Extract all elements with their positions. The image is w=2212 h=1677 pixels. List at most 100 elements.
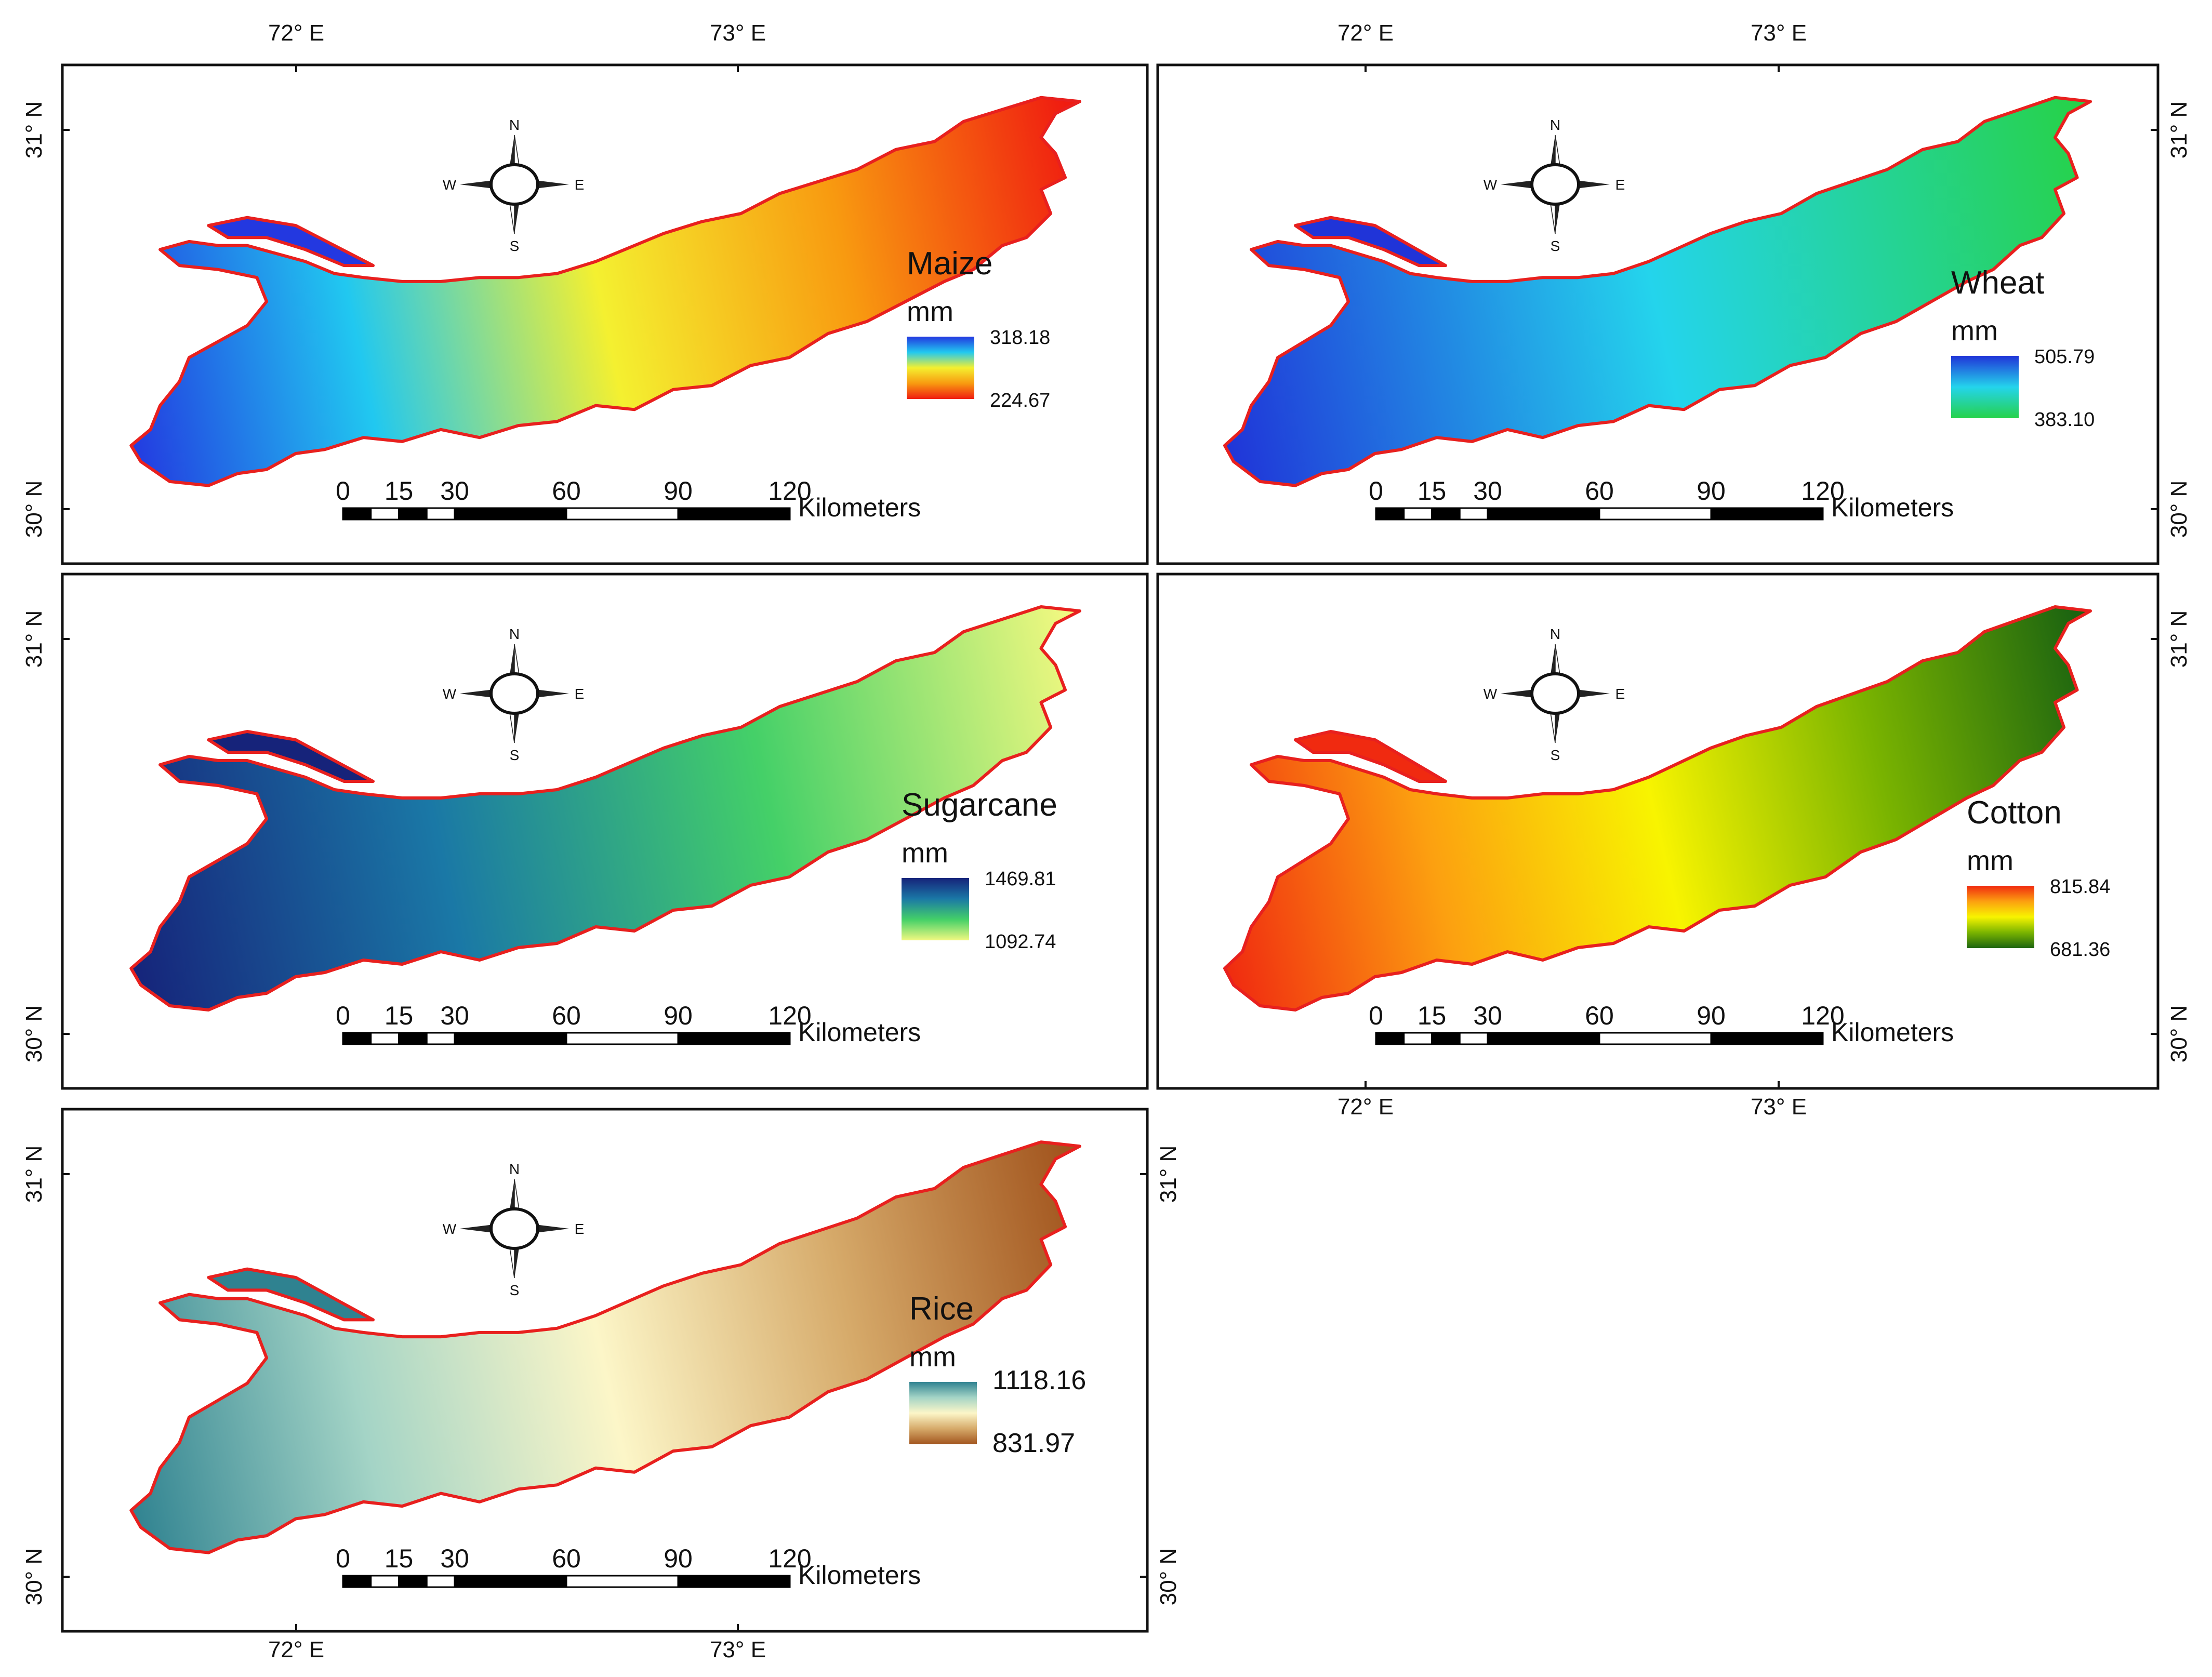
legend-max-value: 1118.16 — [992, 1365, 1086, 1395]
scale-tick-label: 90 — [1697, 1001, 1726, 1030]
compass-east-label: E — [575, 1221, 585, 1237]
compass-south-label: S — [1551, 238, 1560, 254]
legend-title: Wheat — [1951, 265, 2044, 301]
scale-tick-label: 30 — [1473, 1001, 1502, 1030]
legend-unit: mm — [909, 1341, 956, 1373]
compass-north-label: N — [509, 117, 520, 133]
legend-title: Rice — [909, 1291, 974, 1327]
latitude-label: 30° N — [2166, 481, 2192, 538]
compass-east-label: E — [575, 686, 585, 702]
legend-min-value: 383.10 — [2034, 409, 2095, 431]
legend-min-value: 681.36 — [2050, 939, 2110, 961]
scale-tick-label: 60 — [1585, 1001, 1614, 1030]
longitude-label: 73° E — [1751, 20, 1807, 46]
scale-unit-label: Kilometers — [798, 493, 921, 522]
study-region-maize — [129, 96, 1081, 487]
compass-rose: N S W E — [443, 1161, 585, 1298]
compass-rose: N S W E — [443, 117, 585, 254]
region-western-lobe — [1294, 730, 1447, 783]
region-western-lobe — [207, 216, 375, 268]
scale-tick-label: 60 — [1585, 476, 1614, 505]
compass-north-label: N — [509, 626, 520, 642]
latitude-label: 31° N — [2166, 610, 2192, 668]
legend-wheat: Wheat mm 505.79 383.10 — [1951, 265, 2095, 431]
legend-rice: Rice mm 1118.16 831.97 — [909, 1291, 1086, 1458]
scale-tick-label: 30 — [440, 1544, 469, 1573]
legend-min-value: 224.67 — [990, 390, 1050, 411]
scale-tick-label: 60 — [552, 1544, 581, 1573]
legend-min-value: 831.97 — [992, 1428, 1075, 1458]
scale-tick-label: 120 — [768, 1001, 811, 1030]
scale-tick-label: 15 — [1418, 1001, 1447, 1030]
latitude-label: 30° N — [1156, 1548, 1181, 1606]
region-western-lobe — [207, 730, 375, 783]
scale-tick-label: 15 — [385, 1001, 414, 1030]
scale-tick-label: 30 — [1473, 476, 1502, 505]
legend-color-ramp — [907, 337, 974, 399]
scale-tick-label: 120 — [768, 1544, 811, 1573]
compass-south-label: S — [1551, 747, 1560, 763]
scale-tick-label: 60 — [552, 476, 581, 505]
scale-tick-label: 15 — [385, 1544, 414, 1573]
scale-tick-label: 0 — [1369, 476, 1383, 505]
scale-unit-label: Kilometers — [1831, 1018, 1954, 1047]
compass-rose: N S W E — [443, 626, 585, 763]
longitude-label: 72° E — [268, 20, 324, 46]
scale-tick-label: 15 — [1418, 476, 1447, 505]
latitude-label: 31° N — [1156, 1146, 1181, 1203]
legend-max-value: 318.18 — [990, 327, 1050, 349]
legend-max-value: 1469.81 — [985, 868, 1056, 890]
scale-tick-label: 120 — [1801, 476, 1844, 505]
scale-tick-label: 60 — [552, 1001, 581, 1030]
latitude-label: 30° N — [21, 1005, 47, 1063]
latitude-label: 31° N — [21, 610, 47, 668]
scale-tick-label: 0 — [336, 1001, 350, 1030]
study-region-wheat — [1223, 96, 2092, 487]
latitude-label: 30° N — [2166, 1005, 2192, 1063]
study-region-rice — [129, 1140, 1081, 1554]
scale-tick-label: 0 — [1369, 1001, 1383, 1030]
compass-west-label: W — [1484, 686, 1498, 702]
latitude-label: 30° N — [21, 1548, 47, 1606]
legend-color-ramp — [902, 878, 969, 940]
scale-tick-label: 120 — [768, 476, 811, 505]
compass-south-label: S — [510, 747, 520, 763]
latitude-label: 31° N — [21, 101, 47, 159]
legend-color-ramp — [909, 1382, 977, 1444]
scale-tick-label: 90 — [664, 1544, 693, 1573]
compass-north-label: N — [1550, 626, 1560, 642]
compass-north-label: N — [1550, 117, 1560, 133]
compass-east-label: E — [575, 177, 585, 193]
legend-sugarcane: Sugarcane mm 1469.81 1092.74 — [902, 787, 1057, 953]
legend-max-value: 505.79 — [2034, 346, 2095, 368]
legend-unit: mm — [902, 837, 948, 869]
legend-maize: Maize mm 318.18 224.67 — [907, 246, 1050, 411]
compass-south-label: S — [510, 238, 520, 254]
compass-west-label: W — [443, 686, 457, 702]
scale-tick-label: 30 — [440, 476, 469, 505]
region-western-lobe — [207, 1267, 375, 1322]
latitude-label: 30° N — [21, 481, 47, 538]
scale-tick-label: 120 — [1801, 1001, 1844, 1030]
study-region-sugarcane — [129, 605, 1081, 1011]
longitude-label: 72° E — [268, 1637, 324, 1662]
compass-rose: N S W E — [1484, 626, 1625, 763]
legend-title: Sugarcane — [902, 787, 1057, 823]
legend-min-value: 1092.74 — [985, 931, 1056, 953]
legend-title: Cotton — [1967, 795, 2062, 831]
legend-cotton: Cotton mm 815.84 681.36 — [1967, 795, 2110, 961]
latitude-label: 31° N — [2166, 101, 2192, 159]
legend-unit: mm — [1951, 315, 1998, 347]
legend-unit: mm — [1967, 845, 2014, 876]
compass-west-label: W — [1484, 177, 1498, 193]
legend-color-ramp — [1951, 356, 2019, 418]
